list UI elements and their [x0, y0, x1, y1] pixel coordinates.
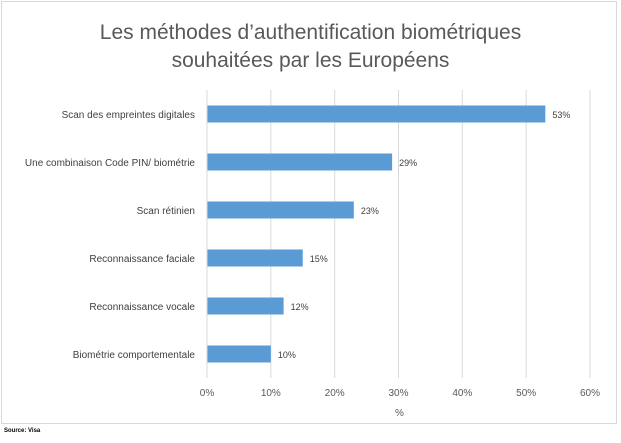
- data-label-5: 10%: [278, 350, 296, 360]
- bar-4: [207, 297, 284, 315]
- chart-title-line-2: souhaitées par les Européens: [171, 49, 450, 72]
- data-label-3: 15%: [310, 254, 328, 264]
- x-tick-label-6: 60%: [580, 388, 600, 399]
- x-tick-label-5: 50%: [516, 388, 536, 399]
- bar-0: [207, 105, 546, 123]
- x-tick-label-3: 30%: [388, 388, 408, 399]
- category-label-5: Biométrie comportementale: [73, 350, 196, 361]
- data-label-4: 12%: [291, 302, 309, 312]
- category-label-3: Reconnaissance faciale: [89, 254, 195, 265]
- x-tick-label-1: 10%: [261, 388, 281, 399]
- data-label-1: 29%: [399, 158, 417, 168]
- data-label-0: 53%: [552, 110, 570, 120]
- data-label-2: 23%: [361, 206, 379, 216]
- x-tick-label-2: 20%: [325, 388, 345, 399]
- x-tick-label-0: 0%: [200, 388, 215, 399]
- source-note: Source: Visa: [4, 428, 41, 434]
- category-label-0: Scan des empreintes digitales: [62, 110, 195, 121]
- bar-2: [207, 201, 354, 219]
- chart-title-line-1: Les méthodes d’authentification biométri…: [99, 21, 522, 44]
- category-label-2: Scan rétinien: [137, 206, 195, 217]
- x-tick-label-4: 40%: [452, 388, 472, 399]
- bar-1: [207, 153, 393, 171]
- category-label-4: Reconnaissance vocale: [89, 302, 195, 313]
- category-label-1: Une combinaison Code PIN/ biométrie: [25, 158, 196, 169]
- bar-5: [207, 345, 271, 363]
- bar-3: [207, 249, 303, 267]
- x-axis-title: %: [395, 408, 404, 419]
